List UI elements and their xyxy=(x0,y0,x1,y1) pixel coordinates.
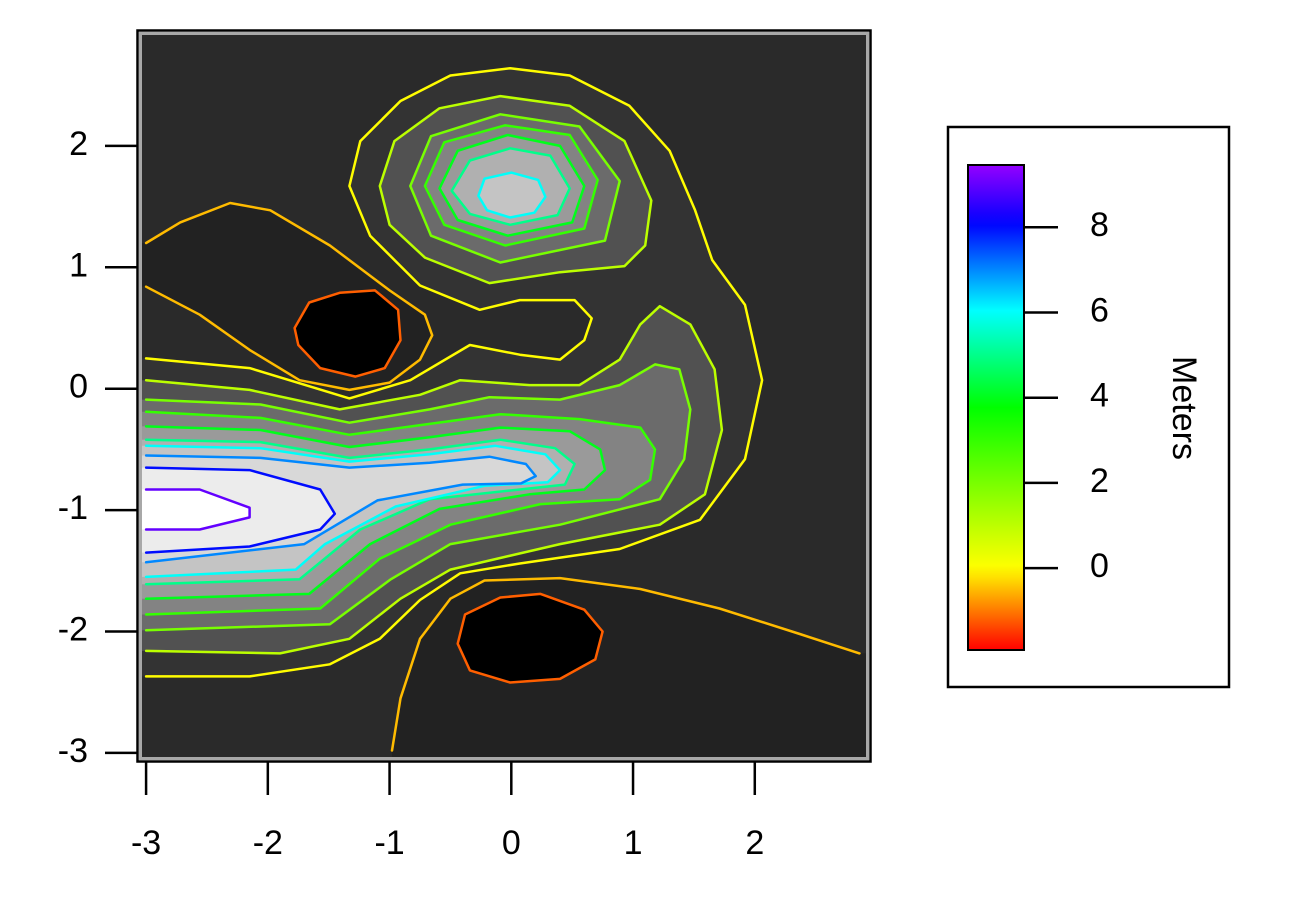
y-tick-label: -1 xyxy=(58,489,88,527)
contour-line xyxy=(293,289,402,378)
contour-fill xyxy=(478,172,546,218)
contour-fill xyxy=(457,593,603,683)
x-tick-label: -3 xyxy=(131,824,161,862)
y-tick-label: 0 xyxy=(69,368,88,406)
colorbar-axis: 0 2 4 6 8 xyxy=(1024,206,1109,585)
contour-line xyxy=(144,66,764,678)
contour-line xyxy=(144,410,657,616)
contour-lines xyxy=(144,66,861,752)
contour-line xyxy=(438,133,586,237)
colorbar-tick-label: 6 xyxy=(1090,291,1109,329)
axes: -3 -2 -1 0 1 2 -3 -2 -1 0 1 2 xyxy=(58,125,764,862)
contour-line xyxy=(450,147,571,227)
x-tick-label: -2 xyxy=(253,824,283,862)
contour-fill xyxy=(294,290,401,377)
colorbar-label: Meters xyxy=(1165,356,1203,460)
y-tick-label: 1 xyxy=(69,246,88,284)
x-tick-label: 0 xyxy=(502,824,521,862)
plot-inner-border xyxy=(139,32,869,760)
x-tick-label: -1 xyxy=(374,824,404,862)
contour-line xyxy=(144,201,434,392)
contour-line xyxy=(144,363,692,632)
contour-line xyxy=(144,304,724,655)
contour-line xyxy=(456,592,604,684)
x-tick-label: 2 xyxy=(745,824,764,862)
colorbar-tick-label: 0 xyxy=(1090,547,1109,585)
contour-fill xyxy=(140,489,250,530)
plot-frame xyxy=(136,29,872,763)
y-tick-label: -2 xyxy=(58,611,88,649)
contour-line xyxy=(144,425,607,600)
contour-line xyxy=(477,171,547,219)
contour-line xyxy=(144,488,251,531)
colorbar-tick-label: 4 xyxy=(1090,377,1109,415)
contour-line xyxy=(144,454,537,564)
x-tick-label: 1 xyxy=(624,824,643,862)
contour-line xyxy=(144,438,576,586)
colorbar-tick-label: 8 xyxy=(1090,206,1109,244)
colorbar xyxy=(967,164,1025,651)
contour-line xyxy=(144,444,562,579)
contour-line xyxy=(144,466,337,554)
y-tick-label: -3 xyxy=(58,732,88,770)
colorbar-tick-label: 2 xyxy=(1090,462,1109,500)
contour-line xyxy=(423,124,599,247)
contour-line xyxy=(378,94,653,285)
contour-line xyxy=(390,576,861,752)
contour-line xyxy=(409,113,621,264)
y-tick-label: 2 xyxy=(69,125,88,163)
